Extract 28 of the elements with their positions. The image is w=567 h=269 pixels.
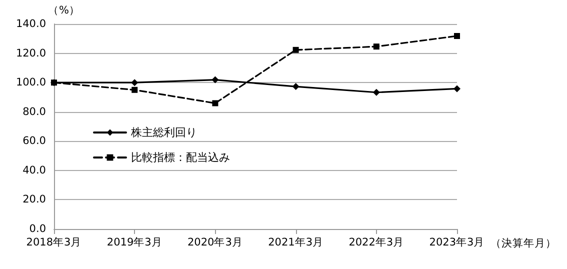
point [292,83,300,90]
x-tick-label: 2020年3月 [187,236,243,248]
point [292,46,299,53]
point [372,88,380,96]
x-tick-label: 2023年3月 [429,236,485,248]
legend-label: 株主総利回り [130,126,197,139]
y-tick-label: 20.0 [22,194,46,206]
y-tick-label: 60.0 [22,135,46,148]
y-tick-label: 140.0 [16,18,46,30]
y-tick-label: 80.0 [22,106,46,118]
x-tick-label: 2018年3月 [26,236,82,248]
point [131,79,138,86]
y-tick-label: 100.0 [16,76,46,89]
point [454,85,460,92]
point [373,44,380,50]
y-axis-title: （%） [48,4,80,16]
x-tick-label: 2021年3月 [268,236,324,248]
x-tick-label: 2022年3月 [348,236,404,248]
y-tick-label: 0.0 [29,223,46,235]
x-tick-label: 2019年3月 [106,236,162,248]
y-tick-label: 40.0 [22,164,46,176]
point [454,33,460,40]
point [212,100,218,106]
legend-label: 比較指標：配当込み [131,151,230,164]
y-tick-label: 120.0 [16,47,46,60]
point [212,76,219,84]
point [132,86,138,93]
x-axis-title: （決算年月） [490,236,557,250]
